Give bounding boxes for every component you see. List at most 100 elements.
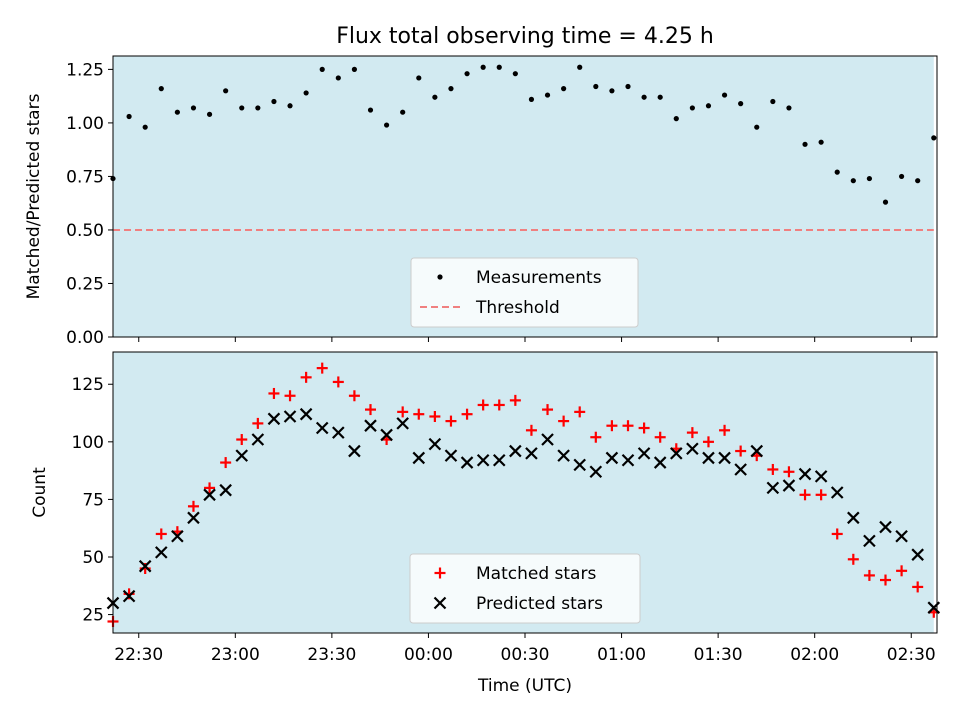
predicted-star-point — [315, 421, 329, 435]
predicted-star-point — [332, 426, 345, 439]
measurement-point — [705, 103, 712, 109]
predicted-star-point — [460, 456, 474, 469]
measurement-point — [448, 86, 454, 92]
predicted-star-point — [267, 412, 281, 426]
measurement-point — [480, 64, 486, 70]
predicted-star-point — [605, 451, 619, 465]
matched-star-point — [863, 569, 875, 581]
predicted-legend-marker — [433, 596, 447, 610]
predicted-star-point — [798, 467, 812, 481]
measurement-point — [190, 105, 197, 111]
matched-star-point — [332, 376, 344, 388]
matched-star-point — [252, 417, 264, 429]
measurement-point — [335, 75, 341, 81]
predicted-star-point — [766, 481, 780, 495]
measurement-point — [496, 64, 502, 70]
measurement-point — [303, 90, 309, 96]
predicted-star-point — [541, 433, 554, 446]
predicted-star-point — [203, 488, 216, 502]
predicted-star-point — [428, 437, 442, 451]
measurement-point — [721, 92, 728, 98]
measurement-point — [464, 71, 470, 77]
predicted-star-point — [476, 453, 490, 467]
measurement-point — [416, 75, 422, 81]
measurement-point — [625, 83, 631, 90]
matched-star-point — [686, 427, 698, 439]
y-tick-label: 100 — [72, 433, 104, 453]
predicted-star-point — [380, 428, 393, 442]
predicted-star-point — [251, 433, 265, 446]
measurement-point — [577, 64, 583, 70]
predicted-star-point — [444, 449, 458, 462]
measurement-point — [544, 92, 551, 98]
matched-star-point — [574, 406, 586, 418]
matched-star-point — [719, 424, 731, 436]
measurement-point — [915, 178, 921, 184]
measurement-point — [367, 107, 374, 113]
matched-star-point — [638, 422, 650, 434]
x-tick-label: 00:30 — [501, 645, 550, 665]
measurement-point — [689, 105, 695, 111]
x-tick-label: 23:30 — [307, 645, 356, 665]
matched-star-point — [542, 404, 554, 416]
matched-star-point — [880, 574, 891, 586]
measurements-legend-label: Measurements — [476, 268, 602, 288]
matched-star-point — [799, 489, 811, 501]
y-tick-label: 0.75 — [66, 167, 104, 187]
predicted-legend-glyph — [433, 596, 447, 610]
matched-star-point — [365, 404, 376, 416]
predicted-star-point — [702, 451, 715, 465]
y-tick-label: 25 — [82, 606, 104, 626]
x-tick-label: 02:30 — [887, 645, 936, 665]
predicted-star-point — [492, 453, 506, 467]
matched-star-point — [187, 500, 199, 512]
matched-star-point — [155, 528, 167, 540]
predicted-star-point — [412, 451, 426, 465]
predicted-star-point — [814, 470, 828, 483]
measurement-point — [850, 178, 856, 184]
x-tick-label: 01:30 — [694, 645, 743, 665]
count-panel: 25 50 75 100 125 22:30 23:00 23:30 00:00 00:30 01… — [30, 351, 941, 696]
predicted-star-point — [283, 410, 297, 423]
y-tick-label: 125 — [72, 375, 104, 395]
matched-legend-marker — [434, 567, 446, 579]
measurement-point — [239, 105, 245, 111]
threshold-legend-label: Threshold — [475, 298, 560, 318]
predicted-star-point — [573, 458, 586, 472]
matched-star-point — [493, 399, 505, 411]
predicted-star-point — [155, 546, 168, 559]
measurement-point — [673, 116, 679, 122]
predicted-star-point — [750, 444, 764, 458]
predicted-star-point — [348, 444, 361, 458]
predicted-star-point — [734, 463, 747, 476]
matched-star-point — [429, 410, 441, 422]
time-x-axis: 22:30 23:00 23:30 00:00 00:30 01:00 01:30 02:00… — [114, 633, 936, 665]
measurement-point — [609, 88, 615, 94]
measurement-point — [657, 94, 663, 100]
predicted-star-point — [171, 529, 184, 543]
measurement-point — [593, 83, 599, 90]
measurement-point — [255, 105, 261, 111]
matched-legend-glyph — [434, 567, 446, 579]
predicted-star-point — [219, 483, 232, 497]
count-legend-box — [409, 553, 641, 624]
measurement-point — [834, 169, 840, 175]
x-tick-label: 00:00 — [404, 645, 453, 665]
ratio-x-ticks — [138, 337, 912, 342]
y-tick-label: 0.25 — [66, 274, 104, 294]
measurement-point — [770, 98, 776, 105]
matched-star-point — [767, 463, 779, 475]
y-tick-label: 1.00 — [66, 114, 104, 134]
matched-star-point — [268, 387, 280, 399]
measurement-point — [931, 135, 937, 141]
y-tick-label: 0.00 — [66, 328, 104, 348]
matched-legend-label: Matched stars — [476, 564, 596, 584]
matched-star-point — [735, 445, 747, 457]
predicted-star-point — [686, 442, 699, 456]
measurement-point — [866, 175, 873, 182]
matched-star-point — [477, 399, 489, 411]
predicted-star-point — [557, 449, 570, 462]
predicted-star-point — [879, 520, 892, 534]
x-tick-label: 22:30 — [114, 645, 163, 665]
